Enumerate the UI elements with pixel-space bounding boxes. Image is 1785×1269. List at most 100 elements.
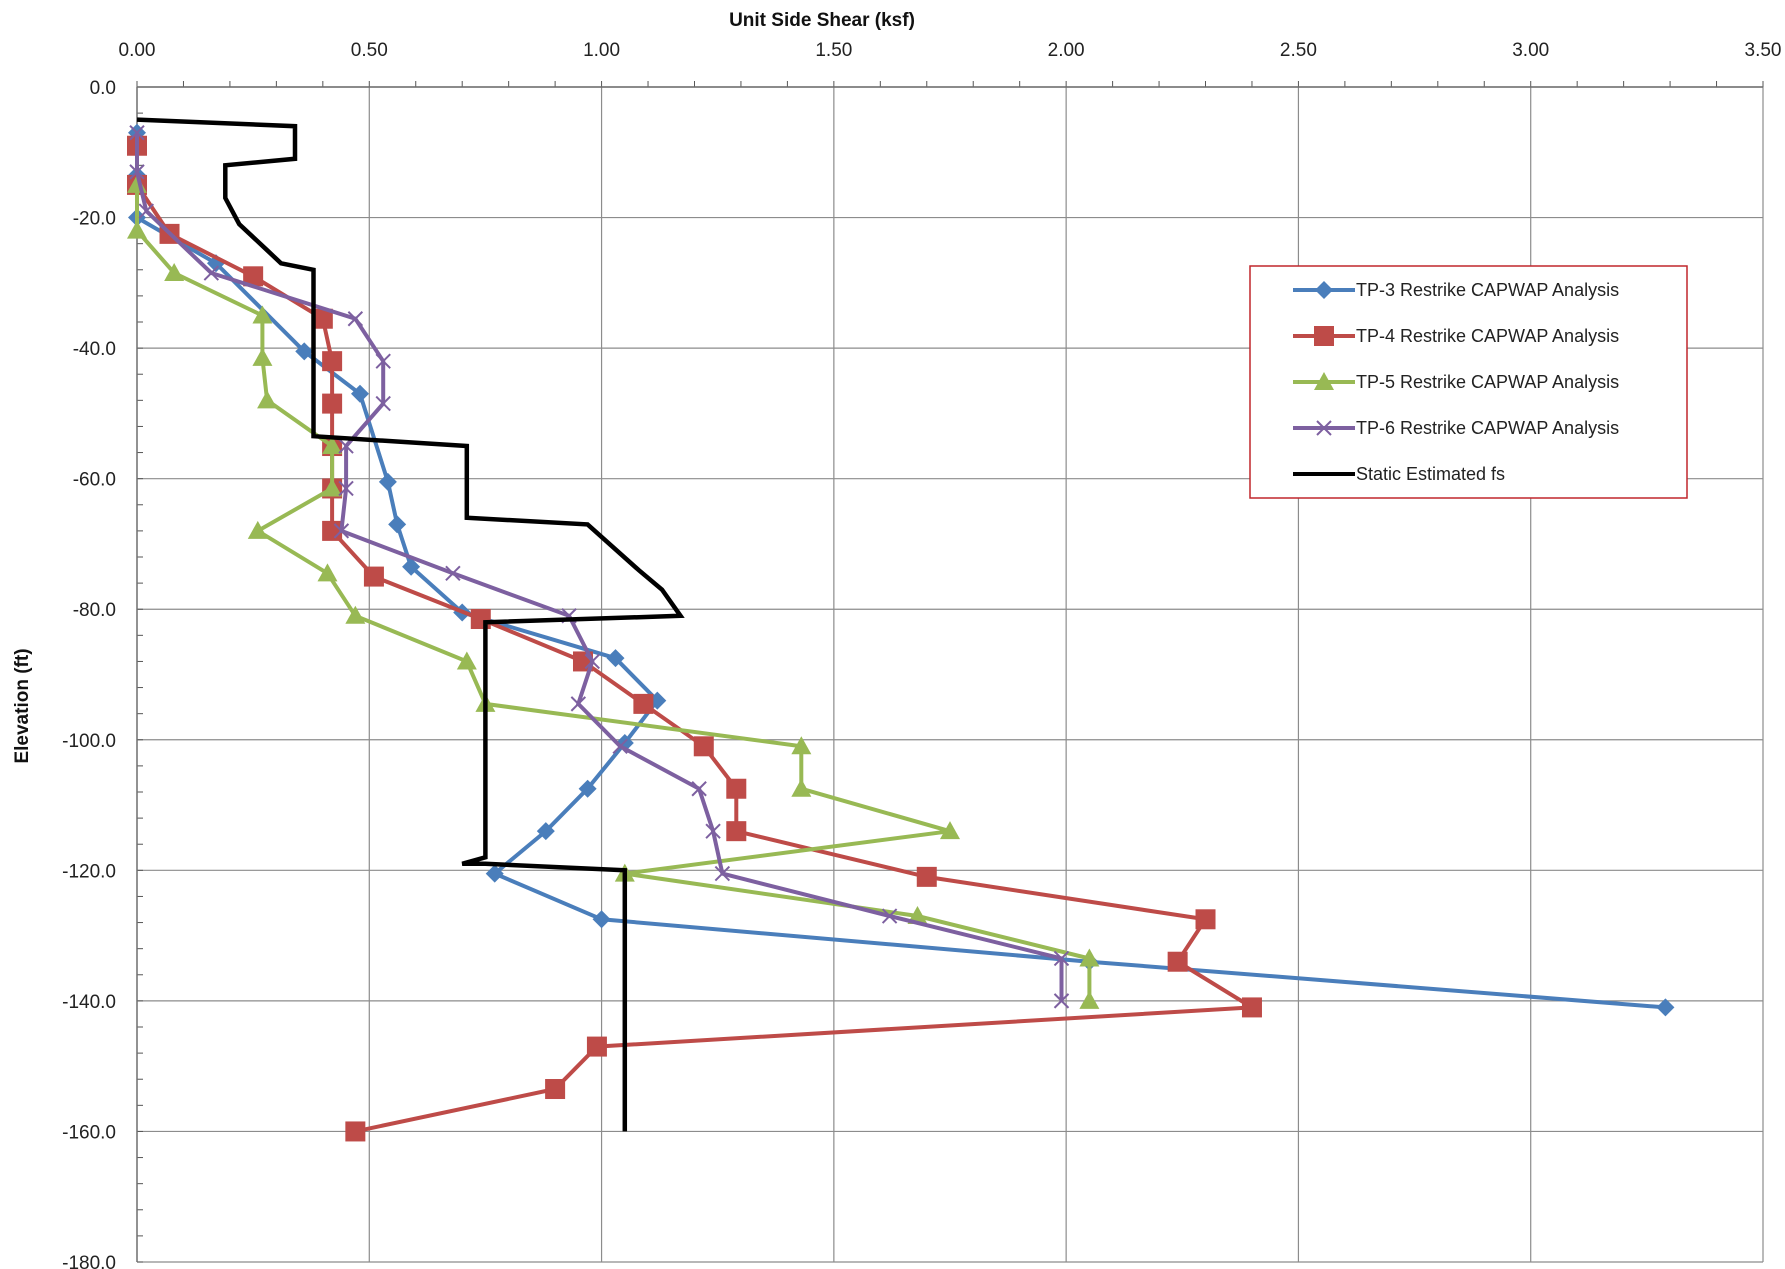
data-point xyxy=(345,1121,366,1142)
data-point xyxy=(402,557,421,576)
data-point xyxy=(726,778,747,799)
x-tick-label: 2.50 xyxy=(1280,40,1317,61)
data-point xyxy=(1314,372,1334,390)
legend-label: TP-4 Restrike CAPWAP Analysis xyxy=(1356,326,1619,346)
x-tick-label: 3.50 xyxy=(1745,40,1782,61)
data-point xyxy=(138,203,154,219)
data-point xyxy=(1195,909,1216,930)
x-tick-label: 1.50 xyxy=(815,40,852,61)
data-point xyxy=(940,821,960,840)
data-point xyxy=(916,866,937,887)
legend: TP-3 Restrike CAPWAP Analysis TP-4 Restri… xyxy=(1249,265,1688,499)
data-point xyxy=(445,565,461,582)
data-point xyxy=(791,778,812,797)
data-point xyxy=(592,910,611,929)
data-point xyxy=(322,351,343,372)
x-axis-title: Unit Side Shear (ksf) xyxy=(729,10,915,31)
y-tick-label: -160.0 xyxy=(62,1122,116,1143)
data-point xyxy=(881,908,898,924)
legend-label: Static Estimated fs xyxy=(1356,464,1505,484)
y-axis-title: Elevation (ft) xyxy=(12,648,33,763)
data-point xyxy=(545,1079,566,1100)
data-point xyxy=(485,864,504,883)
data-point xyxy=(705,823,721,839)
series-layer xyxy=(127,117,1675,1142)
data-point xyxy=(247,520,268,539)
data-point xyxy=(350,384,369,403)
y-tick-label: -180.0 xyxy=(62,1253,116,1269)
data-point xyxy=(1053,950,1070,967)
data-point xyxy=(295,342,314,361)
data-point xyxy=(257,390,278,409)
data-point xyxy=(322,393,343,414)
series-3 xyxy=(127,174,1100,1009)
data-point xyxy=(203,265,220,281)
data-point xyxy=(570,696,587,712)
x-tick-label: 1.00 xyxy=(583,40,620,61)
data-point xyxy=(1315,281,1333,299)
y-tick-label: -100.0 xyxy=(62,731,116,752)
y-tick-labels: 0.0 -20.0 -40.0 -60.0 -80.0 -100.0 -120.0 -140.… xyxy=(62,78,116,1269)
data-point xyxy=(312,308,333,329)
data-point xyxy=(612,738,628,755)
y-tick-label: -40.0 xyxy=(73,339,116,360)
series-line xyxy=(135,145,1259,1134)
y-tick-label: 0.0 xyxy=(90,78,116,99)
x-tick-label: 3.00 xyxy=(1512,40,1549,61)
data-point xyxy=(578,779,597,798)
data-point xyxy=(127,220,147,239)
data-point xyxy=(470,609,491,630)
legend-item: TP-3 Restrike CAPWAP Analysis xyxy=(1293,280,1619,300)
y-tick-label: -140.0 xyxy=(62,992,116,1013)
legend-item: Static Estimated fs xyxy=(1293,464,1505,484)
data-point xyxy=(633,693,654,714)
data-point xyxy=(338,438,354,454)
data-point xyxy=(691,781,707,797)
x-tick-label: 0.00 xyxy=(119,40,156,61)
data-point xyxy=(907,906,928,925)
data-point xyxy=(333,523,350,539)
data-point xyxy=(363,566,384,587)
series-4 xyxy=(129,124,1070,1009)
data-point xyxy=(1079,948,1100,967)
data-point xyxy=(1241,997,1262,1018)
data-point xyxy=(1167,951,1188,972)
legend-item: TP-4 Restrike CAPWAP Analysis xyxy=(1293,326,1619,346)
data-point xyxy=(726,821,747,842)
legend-label: TP-6 Restrike CAPWAP Analysis xyxy=(1356,418,1619,438)
y-tick-label: -20.0 xyxy=(73,209,116,230)
data-point xyxy=(243,266,264,287)
legend-item: TP-5 Restrike CAPWAP Analysis xyxy=(1293,372,1619,392)
data-point xyxy=(606,649,625,668)
data-point xyxy=(317,563,338,582)
data-point xyxy=(252,305,273,324)
legend-label: TP-5 Restrike CAPWAP Analysis xyxy=(1356,372,1619,392)
data-point xyxy=(693,736,714,757)
data-point xyxy=(536,822,555,841)
data-point xyxy=(1656,998,1675,1017)
data-point xyxy=(164,263,185,282)
series-line xyxy=(136,117,685,1132)
x-tick-label: 2.00 xyxy=(1048,40,1085,61)
data-point xyxy=(584,653,600,670)
x-tick-labels: 0.00 0.50 1.00 1.50 2.00 2.50 3.00 3.50 xyxy=(119,40,1782,61)
legend-item: TP-6 Restrike CAPWAP Analysis xyxy=(1293,418,1619,438)
data-point xyxy=(791,736,812,755)
data-point xyxy=(338,480,354,497)
data-point xyxy=(345,605,366,624)
data-point xyxy=(375,395,391,412)
data-point xyxy=(1316,420,1332,436)
data-point xyxy=(322,478,343,497)
y-tick-label: -80.0 xyxy=(73,600,116,621)
series-5 xyxy=(136,117,685,1132)
data-point xyxy=(388,515,407,534)
data-point xyxy=(1314,326,1334,346)
data-point xyxy=(586,1036,607,1057)
x-tick-label: 0.50 xyxy=(351,40,388,61)
data-point xyxy=(129,164,145,180)
y-tick-label: -120.0 xyxy=(62,861,116,882)
data-point xyxy=(378,472,397,491)
data-point xyxy=(252,347,273,366)
